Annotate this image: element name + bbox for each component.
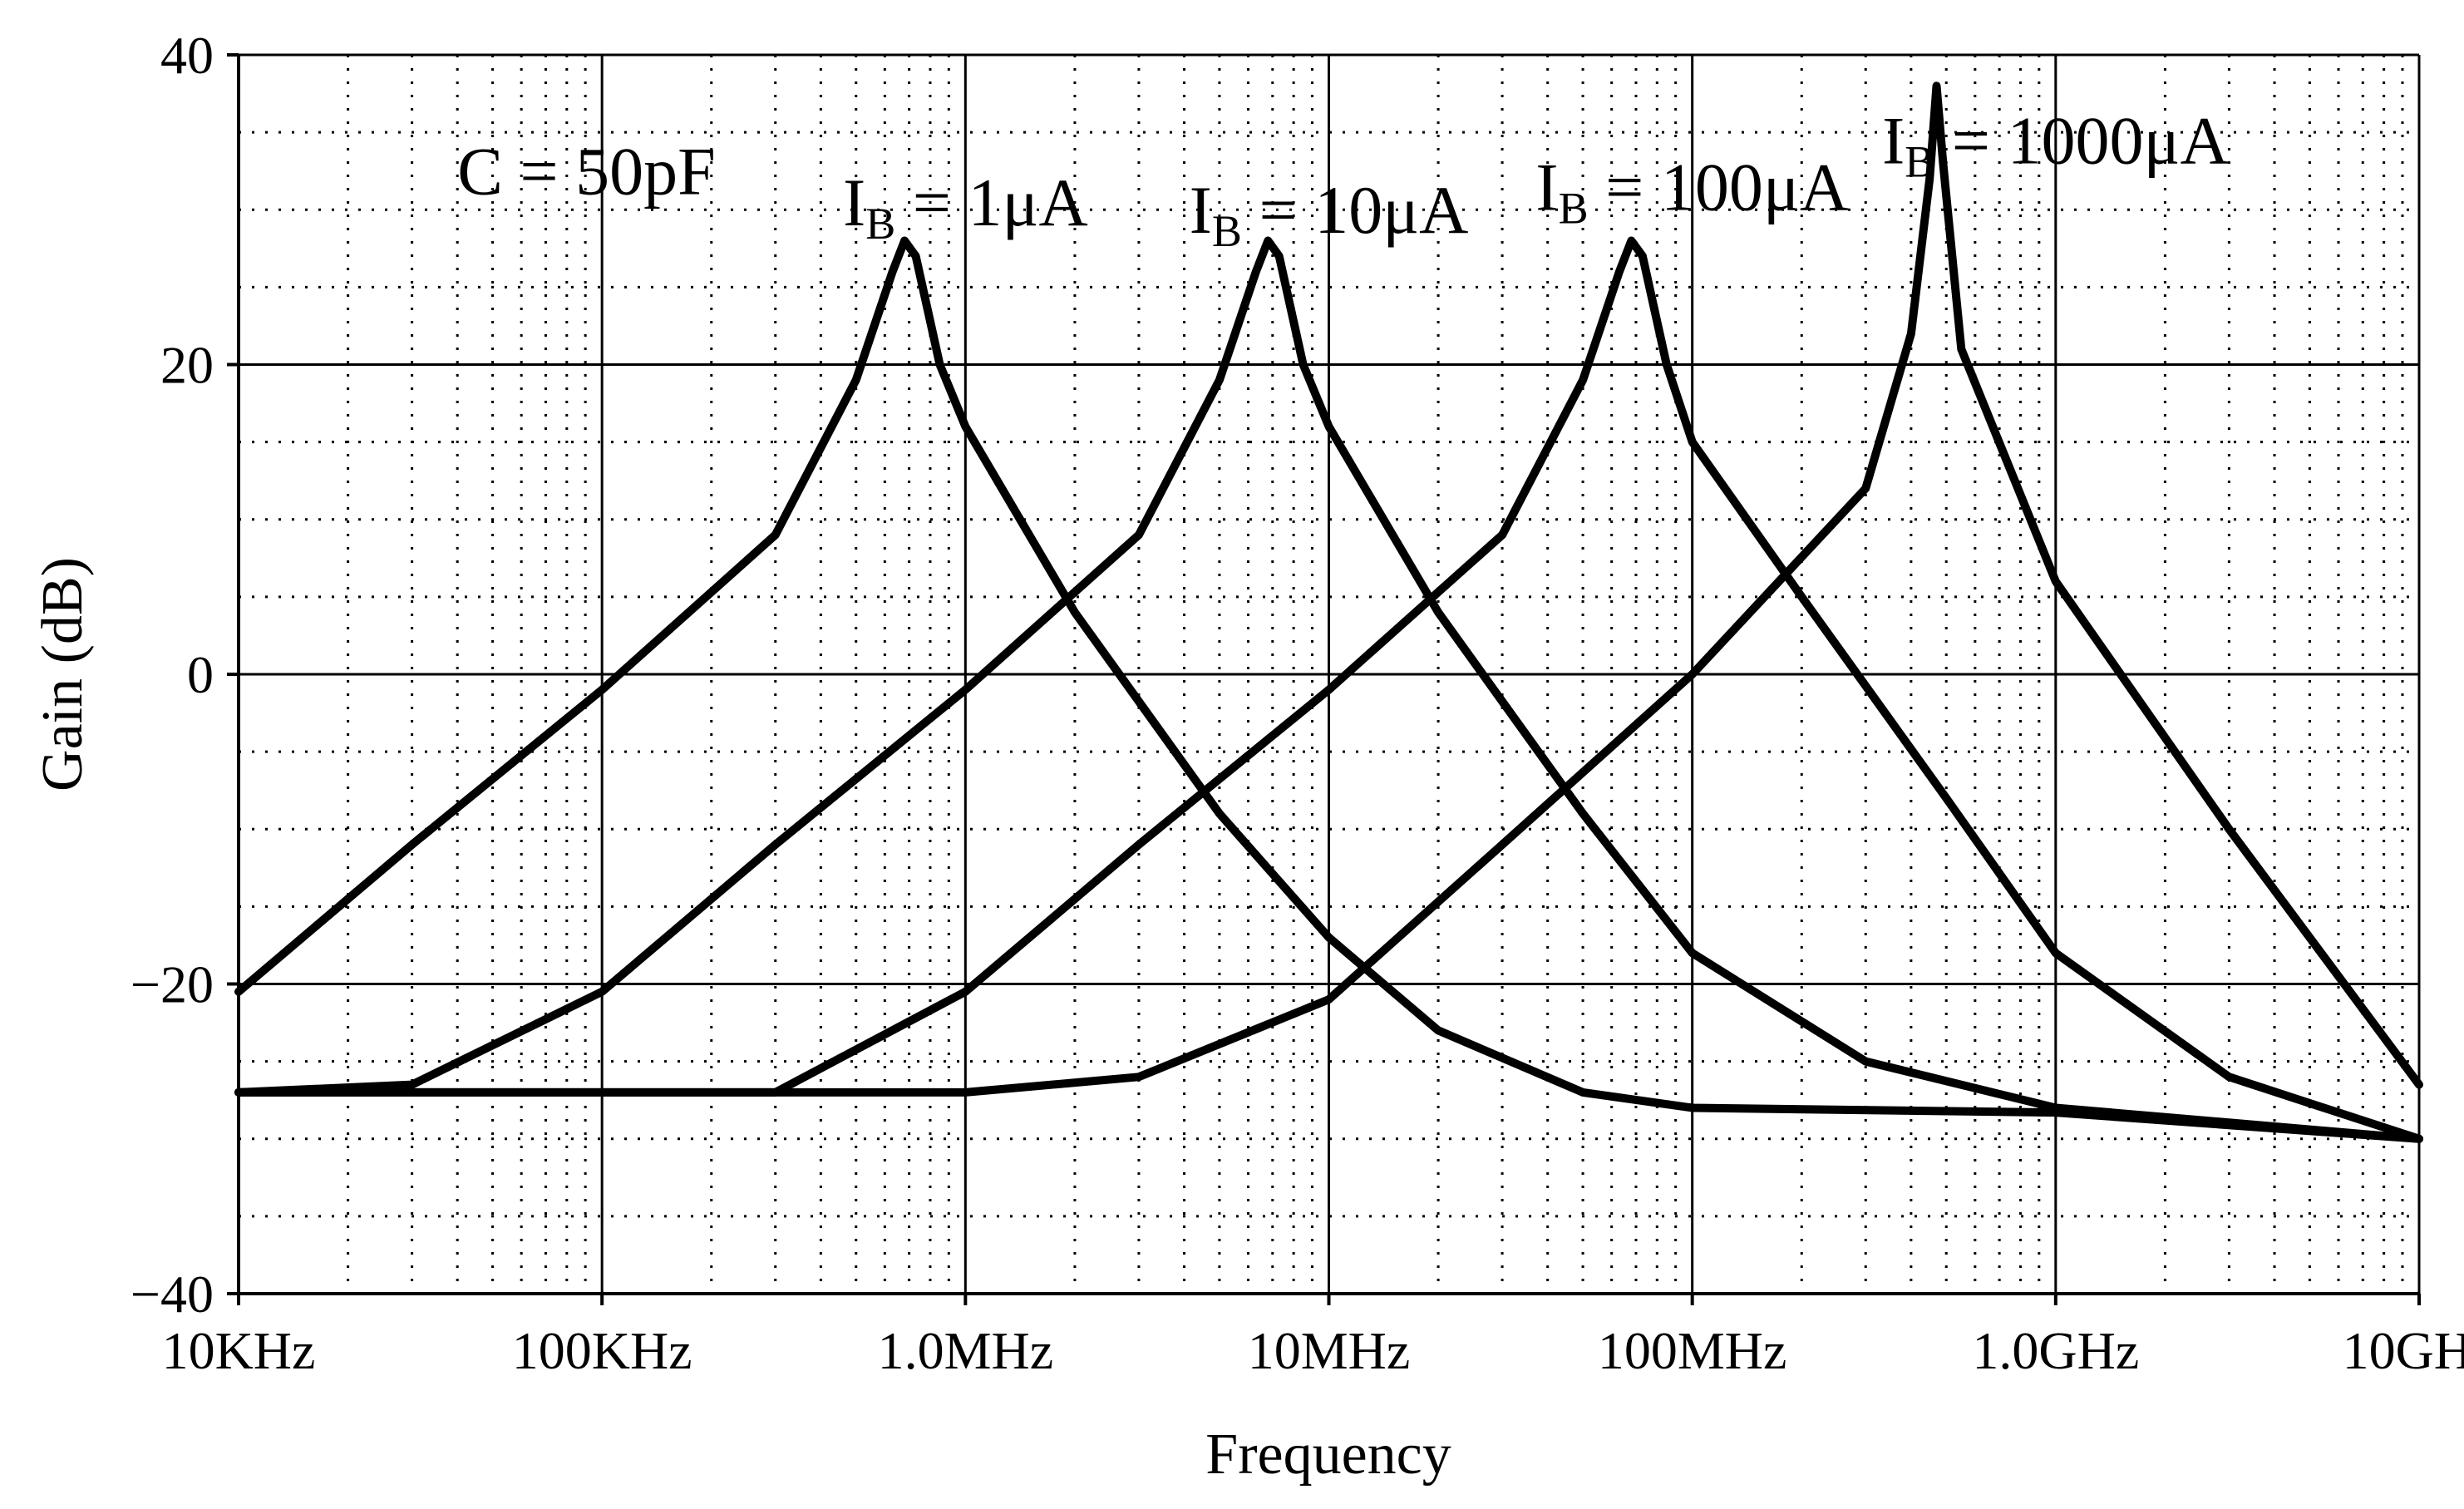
annotation-ib-1000ua: IB = 1000μA: [1882, 102, 2230, 186]
y-tick-label: −20: [131, 955, 214, 1014]
x-tick-label: 100KHz: [512, 1321, 692, 1380]
x-tick-label: 10GHz: [2343, 1321, 2464, 1380]
x-tick-label: 10KHz: [162, 1321, 316, 1380]
y-axis-title: Gain (dB): [31, 557, 95, 791]
y-tick-label: 40: [160, 26, 214, 85]
x-tick-label: 100MHz: [1598, 1321, 1787, 1380]
series-line-1: [234, 236, 2423, 1143]
y-tick-label: 0: [187, 645, 214, 704]
x-tick-label: 1.0MHz: [878, 1321, 1054, 1380]
annotation-capacitance: C = 50pF: [457, 134, 716, 210]
annotation-ib-100ua: IB = 100μA: [1535, 149, 1849, 233]
x-axis-title: Frequency: [1205, 1423, 1451, 1487]
y-tick-label: −40: [131, 1265, 214, 1324]
y-tick-label: 20: [160, 336, 214, 395]
annotation-ib-1ua: IB = 1μA: [843, 165, 1088, 249]
series-line-4: [234, 81, 2423, 1097]
series: [234, 81, 2423, 1143]
x-tick-label: 10MHz: [1248, 1321, 1411, 1380]
annotations: C = 50pF IB = 1μA IB = 10μA IB = 100μA IB = …: [457, 102, 2230, 256]
annotation-ib-10ua: IB = 10μA: [1190, 172, 1469, 256]
tick-labels: 10KHz 100KHz 1.0MHz 10MHz 100MHz 1.0GHz 10GHz 4…: [131, 26, 2464, 1380]
series-line-2: [234, 236, 2423, 1143]
x-tick-label: 1.0GHz: [1972, 1321, 2139, 1380]
series-line-3: [234, 236, 2423, 1143]
